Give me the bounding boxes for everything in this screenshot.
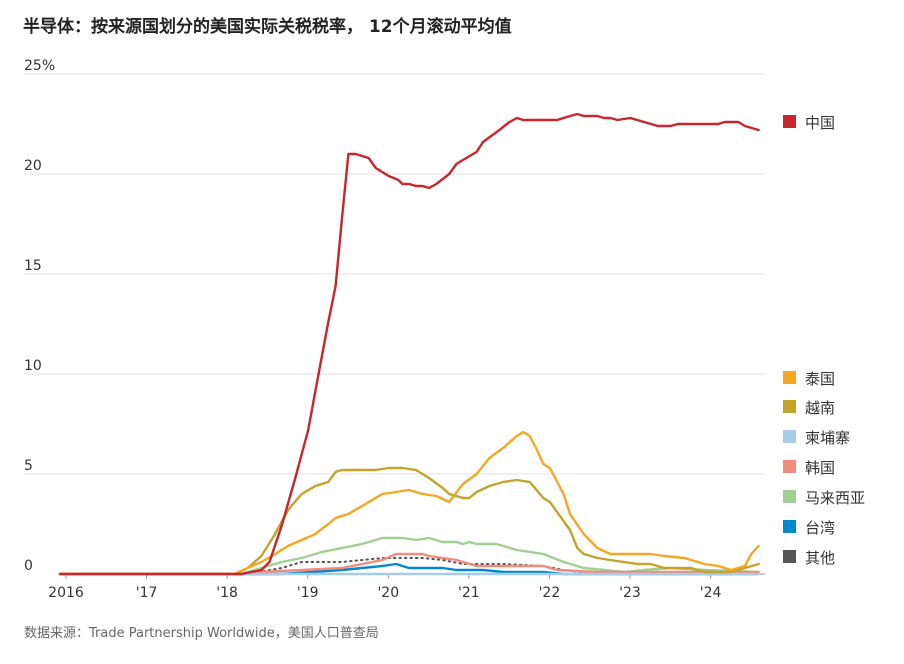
series-line-泰国	[58, 430, 760, 576]
legend-label-泰国: 泰国	[805, 370, 835, 388]
series-line-越南	[58, 466, 760, 576]
legend-swatch-柬埔寨	[783, 430, 796, 443]
y-axis-ticks: 0 5 10 15 20 25%	[24, 58, 55, 574]
source-note: 数据来源：Trade Partnership Worldwide，美国人口普查局	[24, 626, 379, 641]
legend-swatch-越南	[783, 400, 796, 413]
series-line-台湾	[58, 562, 760, 576]
series-line-韩国	[58, 552, 760, 576]
chart-title: 半导体：按来源国划分的美国实际关税税率， 12个月滚动平均值	[23, 17, 512, 37]
grid-lines	[24, 73, 765, 475]
legend-label-柬埔寨: 柬埔寨	[805, 429, 850, 447]
y-tick-label: 5	[24, 458, 33, 474]
series-line-中国	[58, 112, 760, 576]
legend-swatch-泰国	[783, 371, 796, 384]
x-tick-label: '24	[700, 585, 722, 601]
y-tick-label: 20	[24, 158, 42, 174]
y-tick-label: 15	[24, 258, 42, 274]
y-tick-label: 25%	[24, 58, 55, 74]
x-tick-label: '19	[297, 585, 319, 601]
legend-swatch-马来西亚	[783, 490, 796, 503]
legend-label-台湾: 台湾	[805, 519, 835, 537]
x-tick-label: '18	[216, 585, 238, 601]
x-tick-label: '23	[619, 585, 641, 601]
legend-label-中国: 中国	[805, 114, 835, 132]
x-tick-label: '17	[136, 585, 158, 601]
x-tick-label: '20	[377, 585, 399, 601]
series-lines	[58, 112, 760, 576]
x-tick-label: '21	[458, 585, 480, 601]
legend-swatch-韩国	[783, 460, 796, 473]
legend-swatch-中国	[783, 115, 796, 128]
legend-label-韩国: 韩国	[805, 459, 835, 477]
legend-label-其他: 其他	[805, 549, 835, 567]
y-tick-label: 10	[24, 358, 42, 374]
legend-label-马来西亚: 马来西亚	[805, 489, 865, 507]
y-tick-label: 0	[24, 558, 33, 574]
x-tick-label: '22	[539, 585, 561, 601]
legend-swatch-台湾	[783, 520, 796, 533]
legend-swatch-其他	[783, 550, 796, 563]
legend-label-越南: 越南	[805, 399, 835, 417]
x-axis: 2016 '17 '18 '19 '20 '21 '22 '23 '24	[48, 573, 765, 601]
x-tick-label: 2016	[48, 585, 84, 601]
